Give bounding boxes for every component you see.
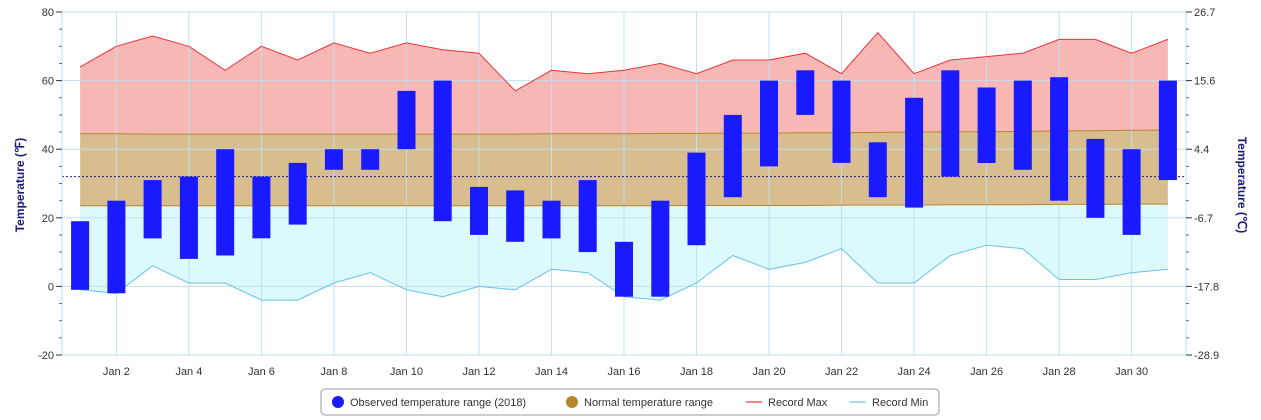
x-tick-label: Jan 18 <box>680 366 713 378</box>
y-tick-label-left: -20 <box>38 350 54 362</box>
observed-range-bar[interactable] <box>324 149 343 170</box>
legend-item-normal[interactable]: Normal temperature range <box>566 396 713 409</box>
legend-record-min-label: Record Min <box>872 397 928 409</box>
y-tick-label-left: 0 <box>48 281 54 293</box>
observed-range-bar[interactable] <box>397 90 416 150</box>
observed-range-bar[interactable] <box>615 241 633 297</box>
x-tick-label: Jan 6 <box>248 366 275 378</box>
y-tick-label-right: 26.7 <box>1194 7 1215 19</box>
observed-range-bar[interactable] <box>1122 149 1141 235</box>
x-tick-label: Jan 24 <box>898 366 931 378</box>
y-axis-title-left: Temperature (℉) <box>13 138 27 233</box>
y-tick-label-right: -6.7 <box>1194 213 1213 225</box>
observed-range-bar[interactable] <box>361 149 380 170</box>
observed-range-bar[interactable] <box>723 114 742 198</box>
axes <box>56 11 1192 356</box>
observed-range-bar[interactable] <box>905 97 924 208</box>
x-tick-label: Jan 28 <box>1043 366 1076 378</box>
observed-range-bar[interactable] <box>760 80 778 167</box>
observed-range-bar[interactable] <box>977 87 996 164</box>
observed-range-bar[interactable] <box>1013 80 1032 170</box>
x-tick-label: Jan 22 <box>825 366 858 378</box>
x-tick-label: Jan 12 <box>462 366 495 378</box>
observed-range-bar[interactable] <box>796 70 815 115</box>
y-axis-title-right: Temperature (℃) <box>1235 137 1249 234</box>
x-tick-label: Jan 26 <box>970 366 1003 378</box>
observed-range-bar[interactable] <box>542 200 561 239</box>
x-tick-label: Jan 8 <box>320 366 347 378</box>
y-tick-label-left: 20 <box>42 213 54 225</box>
observed-range-bar[interactable] <box>868 142 887 198</box>
observed-range-bar[interactable] <box>433 80 452 222</box>
legend-normal-label: Normal temperature range <box>584 397 713 409</box>
legend-item-observed[interactable]: Observed temperature range (2018) <box>332 396 526 409</box>
x-tick-label: Jan 20 <box>753 366 786 378</box>
observed-range-bar[interactable] <box>651 200 670 297</box>
observed-range-bar[interactable] <box>1086 138 1105 218</box>
observed-range-bar[interactable] <box>107 200 126 294</box>
legend-observed-label: Observed temperature range (2018) <box>350 397 526 409</box>
y-tick-label-left: 80 <box>42 7 54 19</box>
observed-range-bar[interactable] <box>1158 80 1177 181</box>
x-tick-label: Jan 14 <box>535 366 568 378</box>
observed-range-bar[interactable] <box>941 70 960 177</box>
legend-normal-marker <box>566 396 578 408</box>
y-tick-label-right: 15.6 <box>1194 76 1215 88</box>
legend-record-max-label: Record Max <box>768 397 828 409</box>
observed-range-bar[interactable] <box>143 180 162 239</box>
legend-observed-marker <box>332 396 344 408</box>
observed-range-bar[interactable] <box>179 176 198 259</box>
observed-range-bar[interactable] <box>832 80 851 163</box>
legend: Observed temperature range (2018) Normal… <box>320 388 940 416</box>
observed-range-bar[interactable] <box>1050 77 1069 201</box>
observed-range-bar[interactable] <box>216 149 235 256</box>
observed-range-bar[interactable] <box>578 180 597 253</box>
x-tick-label: Jan 2 <box>103 366 130 378</box>
observed-range-bar[interactable] <box>252 176 271 239</box>
observed-range-bars <box>71 70 1177 297</box>
y-tick-label-right: -17.8 <box>1194 281 1219 293</box>
legend-item-record-max[interactable]: Record Max <box>746 397 828 409</box>
record-max-line <box>79 31 1169 92</box>
y-tick-label-right: -28.9 <box>1194 350 1219 362</box>
tick-labels: 80 60 40 20 0 -20 26.7 15.6 4.4 -6.7 -17.8 -28.9 Jan… <box>38 7 1219 378</box>
observed-range-bar[interactable] <box>71 221 90 290</box>
y-tick-label-left: 40 <box>42 144 54 156</box>
y-tick-label-left: 60 <box>42 76 54 88</box>
observed-range-bar[interactable] <box>288 162 307 225</box>
observed-range-bar[interactable] <box>506 190 525 242</box>
x-tick-label: Jan 30 <box>1115 366 1148 378</box>
x-tick-label: Jan 4 <box>175 366 202 378</box>
legend-box <box>320 388 940 416</box>
observed-range-bar[interactable] <box>687 152 706 246</box>
y-tick-label-right: 4.4 <box>1194 144 1209 156</box>
observed-range-bar[interactable] <box>470 186 488 235</box>
x-tick-label: Jan 10 <box>390 366 423 378</box>
x-tick-label: Jan 16 <box>607 366 640 378</box>
legend-item-record-min[interactable]: Record Min <box>850 397 928 409</box>
